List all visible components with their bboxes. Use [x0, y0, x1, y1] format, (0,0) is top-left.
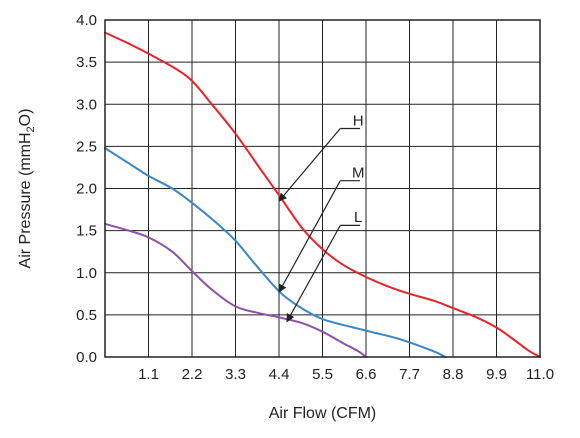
y-tick-label: 3.0 [76, 96, 97, 113]
x-tick-label: 1.1 [138, 366, 159, 383]
x-tick-label: 7.7 [399, 366, 420, 383]
y-tick-label: 0.5 [76, 307, 97, 324]
x-tick-label: 3.3 [225, 366, 246, 383]
annotation-arrow-h [278, 128, 341, 202]
series-line-l [104, 222, 367, 358]
x-tick-label: 9.9 [486, 366, 507, 383]
y-axis-label-end: O) [17, 109, 34, 127]
annotations: H M L [278, 112, 365, 323]
y-tick-label: 3.5 [76, 54, 97, 71]
y-tick-label: 0.0 [76, 349, 97, 366]
series-line-m [104, 147, 447, 358]
grid [105, 19, 541, 358]
annotation-label-h: H [353, 112, 364, 129]
x-tick-label: 11.0 [526, 366, 554, 383]
x-tick-label: 8.8 [443, 366, 464, 383]
y-axis-label-subscript: 2 [25, 126, 37, 132]
y-tick-labels: 0.0 0.5 1.0 1.5 2.0 2.5 3.0 3.5 4.0 [76, 12, 97, 366]
y-tick-label: 1.0 [76, 265, 97, 282]
annotation-arrow-m [278, 180, 341, 293]
x-tick-label: 4.4 [269, 366, 290, 383]
annotation-label-l: L [354, 209, 362, 226]
x-tick-label: 5.5 [312, 366, 333, 383]
y-tick-label: 4.0 [76, 12, 97, 29]
annotation-label-m: M [352, 165, 365, 182]
x-tick-label: 6.6 [356, 366, 377, 383]
x-tick-labels: 1.1 2.2 3.3 4.4 5.5 6.6 7.7 8.8 9.9 11.0 [138, 366, 554, 383]
plot-frame [104, 19, 541, 358]
x-axis-label: Air Flow (CFM) [269, 405, 377, 422]
y-axis-label: Air Pressure (mmH2O) [17, 109, 37, 269]
x-tick-label: 2.2 [182, 366, 203, 383]
annotation-arrow-l [286, 225, 341, 323]
y-axis-label-main: Air Pressure (mmH [17, 132, 34, 268]
y-tick-label: 2.0 [76, 181, 97, 198]
y-tick-label: 2.5 [76, 138, 97, 155]
series-line-h [104, 31, 541, 358]
y-tick-label: 1.5 [76, 223, 97, 240]
